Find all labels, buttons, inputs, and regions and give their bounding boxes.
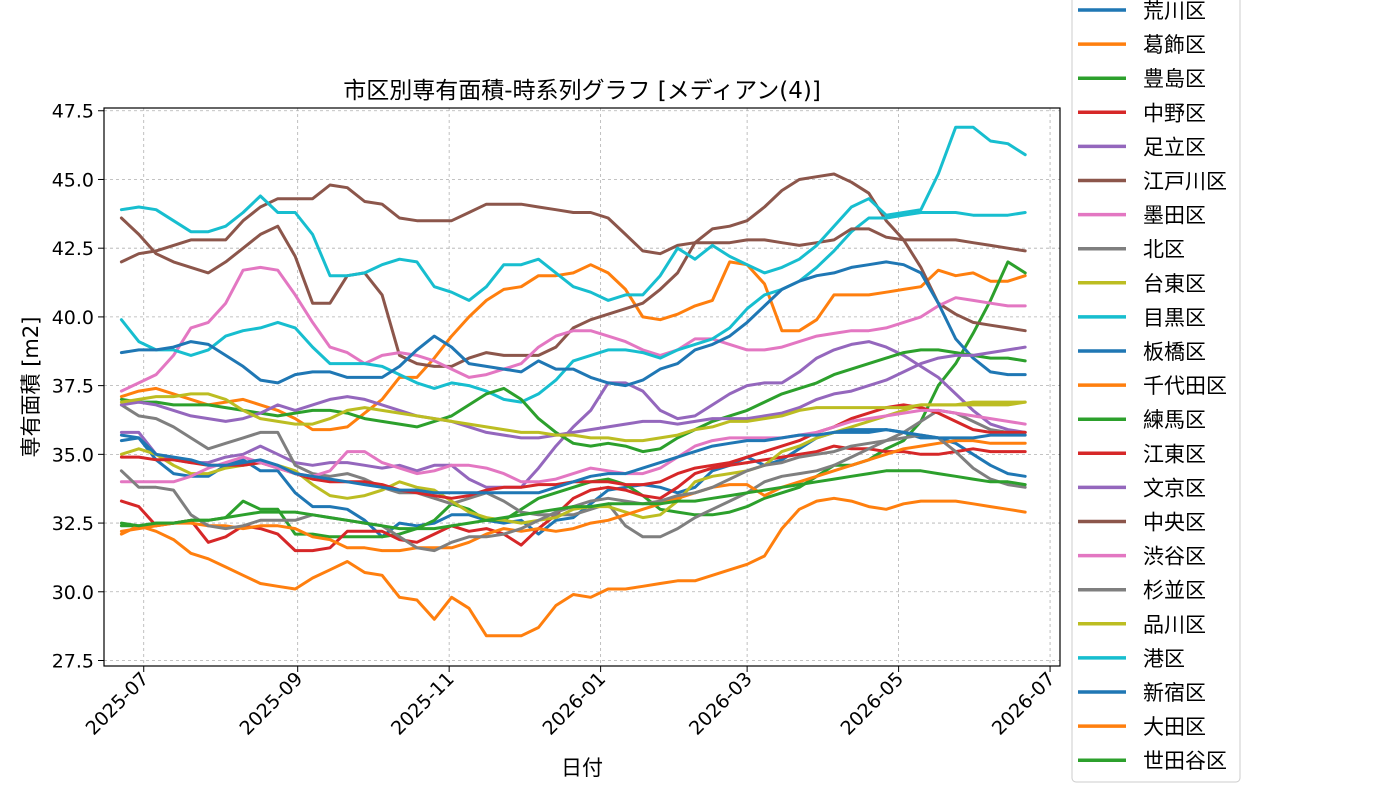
x-axis-title: 日付 [561, 756, 603, 780]
x-tick-label: 2026-01 [538, 668, 610, 740]
x-tick-label: 2025-09 [236, 668, 308, 740]
legend-label: 豊島区 [1143, 67, 1206, 91]
legend-label: 荒川区 [1143, 0, 1206, 23]
series-line-2 [119, 260, 1027, 539]
y-tick-label: 35.0 [52, 444, 94, 466]
y-tick-label: 30.0 [52, 582, 94, 604]
series-line-20 [119, 428, 1027, 495]
legend-label: 大田区 [1143, 715, 1206, 739]
series-line-16 [119, 408, 1027, 484]
legend-label: 港区 [1143, 647, 1185, 671]
series-line-3 [119, 444, 1027, 553]
legend-label: 板橋区 [1143, 340, 1206, 364]
x-tick-label: 2026-03 [685, 668, 757, 740]
x-axis: 2025-07 2025-09 2025-11 2026-01 2026-03 2026-… [82, 666, 1060, 740]
series-line-18 [119, 392, 1027, 443]
x-tick-label: 2026-05 [836, 668, 908, 740]
series-line-21 [119, 496, 1027, 638]
legend-label: 品川区 [1143, 613, 1206, 637]
series-line-15 [119, 183, 1027, 264]
legend-label: 世田谷区 [1143, 749, 1227, 773]
y-tick-label: 37.5 [52, 376, 94, 398]
legend-frame [1071, 0, 1241, 783]
legend-label: 台東区 [1143, 272, 1206, 296]
y-tick-label: 45.0 [52, 169, 94, 191]
y-axis: 27.5 30.0 32.5 35.0 37.5 40.0 42.5 45.0 47.5 [52, 101, 104, 673]
legend-label: 千代田区 [1143, 374, 1227, 398]
x-tick-label: 2025-07 [82, 668, 154, 740]
legend-label: 杉並区 [1143, 579, 1206, 603]
y-tick-label: 42.5 [52, 238, 94, 260]
legend-label: 葛飾区 [1143, 33, 1206, 57]
y-tick-label: 47.5 [52, 101, 94, 123]
series-line-19 [119, 125, 1027, 302]
series-line-12 [119, 348, 1027, 454]
series-line-11 [119, 439, 1027, 553]
legend-label: 文京区 [1143, 476, 1206, 500]
legend-label: 江戸川区 [1143, 170, 1227, 194]
legend-label: 足立区 [1143, 135, 1206, 159]
series-line-22 [119, 469, 1027, 531]
legend-label: 新宿区 [1143, 681, 1206, 705]
legend-label: 墨田区 [1143, 204, 1206, 228]
legend-label: 中野区 [1143, 101, 1206, 125]
grid-lines [104, 108, 1060, 666]
chart-title: 市区別専有面積-時系列グラフ [メディアン(4)] [343, 78, 821, 104]
series-line-6 [119, 265, 1027, 393]
series-line-0 [119, 428, 1027, 539]
y-tick-label: 27.5 [52, 651, 94, 673]
series-line-14 [119, 345, 1027, 440]
series-line-4 [119, 340, 1027, 489]
series-line-5 [119, 172, 1027, 368]
legend-label: 中央区 [1143, 511, 1206, 535]
legend: 荒川区葛飾区豊島区中野区足立区江戸川区墨田区北区台東区目黒区板橋区千代田区練馬区… [1071, 0, 1241, 783]
x-tick-label: 2026-07 [988, 668, 1060, 740]
series-line-7 [119, 403, 1027, 539]
series-layer [119, 125, 1027, 638]
x-tick-label: 2025-11 [387, 668, 459, 740]
legend-label: 練馬区 [1143, 408, 1206, 432]
y-axis-title: 専有面積 [m2] [19, 317, 43, 458]
legend-label: 江東区 [1143, 442, 1206, 466]
legend-label: 渋谷区 [1143, 545, 1206, 569]
plot-area-frame [103, 107, 1061, 667]
legend-label: 北区 [1143, 238, 1185, 262]
legend-label: 目黒区 [1143, 306, 1206, 330]
series-line-9 [119, 211, 1027, 404]
y-tick-label: 40.0 [52, 307, 94, 329]
series-line-10 [119, 260, 1027, 388]
y-tick-label: 32.5 [52, 513, 94, 535]
